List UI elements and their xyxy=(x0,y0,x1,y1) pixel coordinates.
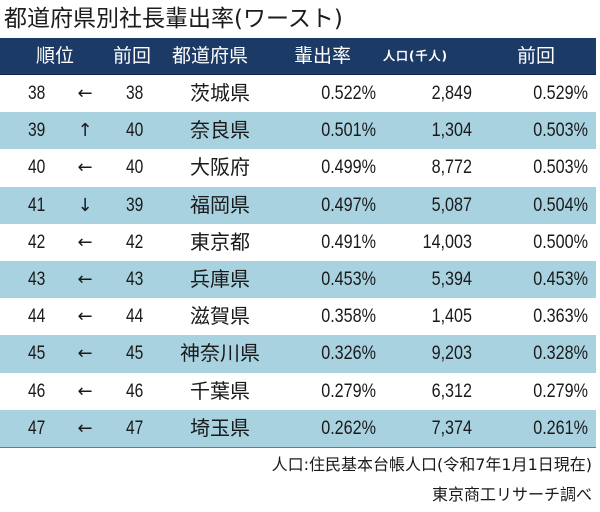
prev-rate-cell: 0.363% xyxy=(533,306,588,328)
rate-cell: 0.522% xyxy=(321,83,376,104)
prev-rate-cell: 0.529% xyxy=(533,83,588,104)
prev-rate-cell: 0.328% xyxy=(533,343,588,365)
prefecture-cell: 奈良県 xyxy=(190,118,250,143)
arrow-left-icon: ← xyxy=(77,417,93,439)
prev-rank-cell: 42 xyxy=(126,231,144,253)
prev-rank-cell: 38 xyxy=(126,83,144,104)
arrow-left-icon: ← xyxy=(77,306,93,328)
source-credit: 東京商工リサーチ調べ xyxy=(431,485,592,504)
arrow-left-icon: ← xyxy=(77,231,93,253)
arrow-left-icon: ← xyxy=(77,268,93,290)
rank-cell: 47 xyxy=(28,417,46,439)
prefecture-cell: 福岡県 xyxy=(190,192,250,217)
rate-cell: 0.499% xyxy=(321,157,376,179)
prev-rank-cell: 39 xyxy=(126,194,144,216)
rank-cell: 40 xyxy=(28,157,46,179)
prefecture-cell: 神奈川県 xyxy=(180,341,260,366)
table-title: 都道府県別社長輩出率(ワースト) xyxy=(4,6,343,32)
arrow-up-icon: ↑ xyxy=(77,120,93,142)
table-row: 45 ← 45 神奈川県 0.326% 9,203 0.328% xyxy=(0,335,596,373)
header-prefecture: 都道府県 xyxy=(172,45,249,67)
table-row: 46 ← 46 千葉県 0.279% 6,312 0.279% xyxy=(0,372,596,410)
rate-cell: 0.262% xyxy=(321,417,376,439)
population-note: 人口:住民基本台帳人口(令和7年1月1日現在) xyxy=(271,455,592,474)
arrow-down-icon: ↓ xyxy=(77,194,93,216)
prefecture-cell: 東京都 xyxy=(190,229,250,254)
header-population: 人口(千人) xyxy=(383,49,448,63)
arrow-left-icon: ← xyxy=(77,343,93,365)
prev-rate-cell: 0.503% xyxy=(533,120,588,142)
prev-rate-cell: 0.453% xyxy=(533,268,588,290)
prev-rate-cell: 0.503% xyxy=(533,157,588,179)
table-row: 44 ← 44 滋賀県 0.358% 1,405 0.363% xyxy=(0,298,596,336)
prev-rank-cell: 40 xyxy=(126,157,144,179)
rate-cell: 0.501% xyxy=(321,120,376,142)
table-row: 42 ← 42 東京都 0.491% 14,003 0.500% xyxy=(0,223,596,261)
header-rank: 順位 xyxy=(36,45,75,67)
header-prev-rank: 前回 xyxy=(113,45,152,67)
population-cell: 8,772 xyxy=(431,157,472,179)
rank-cell: 43 xyxy=(28,268,46,290)
ranking-table: 順位 前回 都道府県 輩出率 人口(千人) 前回 38 ← 38 茨城県 0.522% 2… xyxy=(0,38,596,447)
table-row: 43 ← 43 兵庫県 0.453% 5,394 0.453% xyxy=(0,260,596,299)
rate-cell: 0.491% xyxy=(321,231,376,253)
header-prev-rate: 前回 xyxy=(517,45,556,67)
arrow-left-icon: ← xyxy=(77,380,93,402)
rate-cell: 0.453% xyxy=(321,268,376,290)
population-cell: 9,203 xyxy=(431,343,472,365)
table-row: 47 ← 47 埼玉県 0.262% 7,374 0.261% xyxy=(0,409,596,447)
prev-rank-cell: 47 xyxy=(126,417,144,439)
prev-rate-cell: 0.504% xyxy=(533,194,588,216)
population-cell: 5,087 xyxy=(431,194,472,216)
rank-cell: 38 xyxy=(28,83,46,104)
rate-cell: 0.326% xyxy=(321,343,376,365)
table-row: 39 ↑ 40 奈良県 0.501% 1,304 0.503% xyxy=(0,112,596,150)
population-cell: 7,374 xyxy=(431,417,472,439)
population-cell: 14,003 xyxy=(422,231,472,253)
prefecture-cell: 埼玉県 xyxy=(190,415,250,440)
population-cell: 5,394 xyxy=(431,268,472,290)
population-cell: 1,405 xyxy=(431,306,472,328)
prefecture-cell: 茨城県 xyxy=(190,81,250,105)
table-body: 38 ← 38 茨城県 0.522% 2,849 0.529% 39 ↑ 40 奈良県 0.501% 1… xyxy=(0,75,596,447)
prev-rate-cell: 0.500% xyxy=(533,231,588,253)
rank-cell: 41 xyxy=(28,194,46,216)
prefecture-cell: 滋賀県 xyxy=(190,304,250,329)
population-cell: 1,304 xyxy=(431,120,472,142)
rank-cell: 44 xyxy=(28,306,46,328)
prev-rank-cell: 46 xyxy=(126,380,144,402)
table-row: 40 ← 40 大阪府 0.499% 8,772 0.503% xyxy=(0,149,596,187)
rank-cell: 46 xyxy=(28,380,46,402)
rank-cell: 45 xyxy=(28,343,46,365)
rate-cell: 0.497% xyxy=(321,194,376,216)
arrow-left-icon: ← xyxy=(77,83,93,104)
rank-cell: 39 xyxy=(28,120,46,142)
table-header: 順位 前回 都道府県 輩出率 人口(千人) 前回 xyxy=(0,38,596,75)
rate-cell: 0.279% xyxy=(321,380,376,402)
prefecture-cell: 兵庫県 xyxy=(190,266,250,291)
population-cell: 6,312 xyxy=(431,380,472,402)
table-row: 41 ↓ 39 福岡県 0.497% 5,087 0.504% xyxy=(0,186,596,224)
prefecture-cell: 大阪府 xyxy=(190,155,250,180)
prev-rate-cell: 0.279% xyxy=(533,380,588,402)
header-rate: 輩出率 xyxy=(294,45,352,67)
prev-rank-cell: 45 xyxy=(126,343,144,365)
table-bottom-rule xyxy=(0,447,596,448)
arrow-left-icon: ← xyxy=(77,157,93,179)
rate-cell: 0.358% xyxy=(321,306,376,328)
prev-rank-cell: 44 xyxy=(126,306,144,328)
population-cell: 2,849 xyxy=(431,83,472,104)
prev-rank-cell: 40 xyxy=(126,120,144,142)
rank-cell: 42 xyxy=(28,231,46,253)
prev-rank-cell: 43 xyxy=(126,268,144,290)
prefecture-cell: 千葉県 xyxy=(190,378,250,403)
table-row: 38 ← 38 茨城県 0.522% 2,849 0.529% xyxy=(0,75,596,113)
prev-rate-cell: 0.261% xyxy=(533,417,588,439)
